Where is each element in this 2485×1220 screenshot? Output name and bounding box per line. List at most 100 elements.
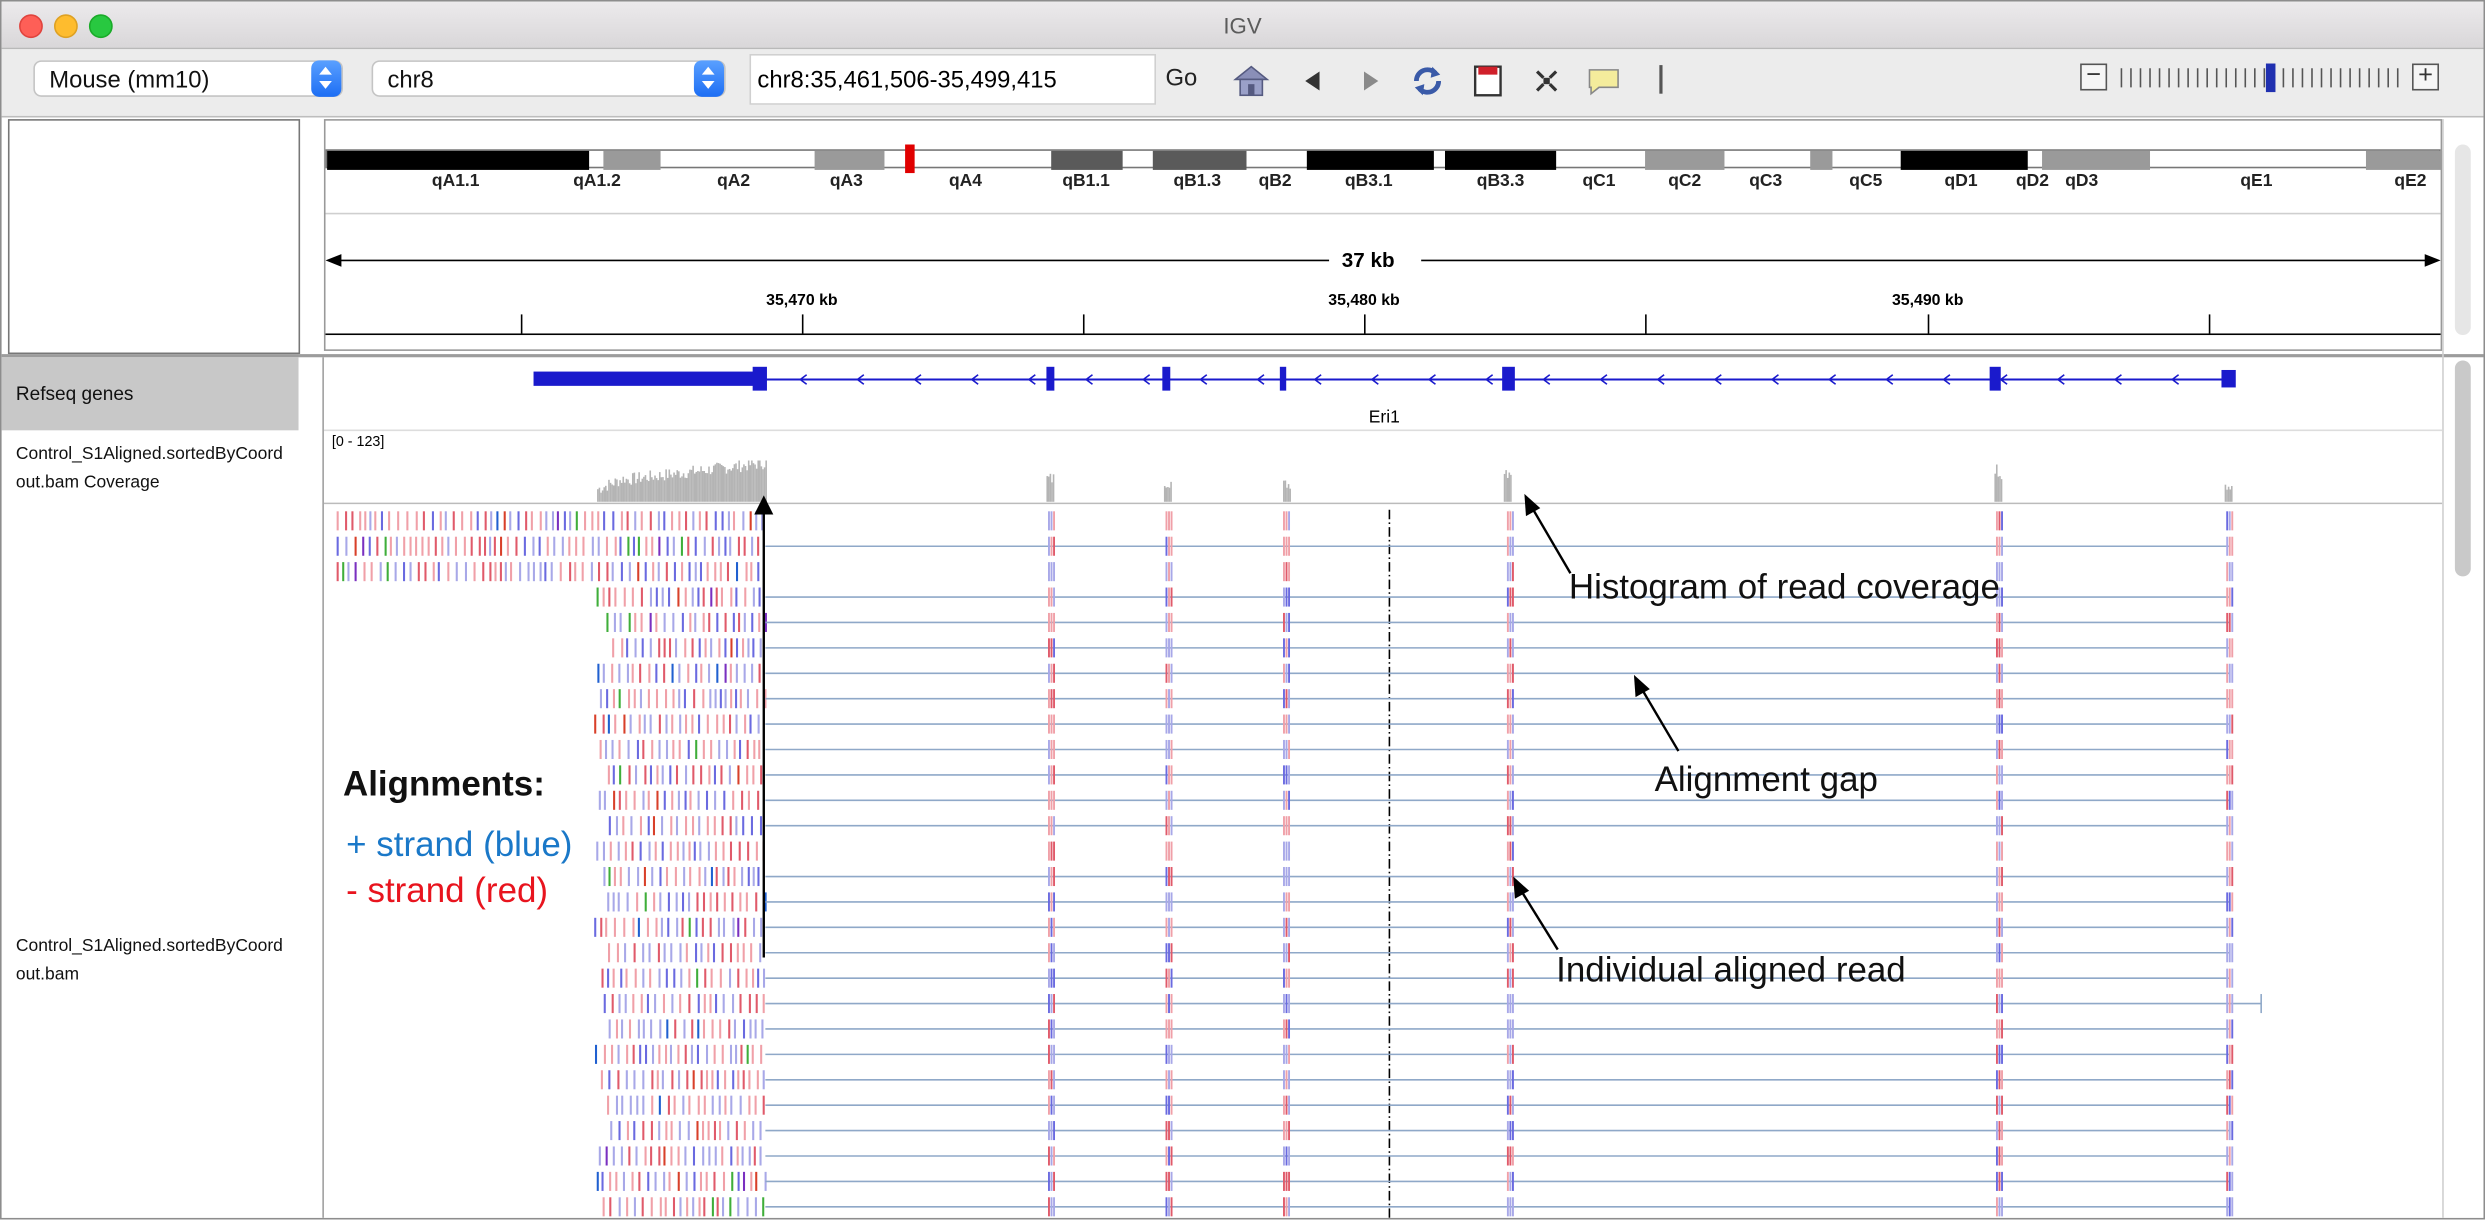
header-scrollbar[interactable] bbox=[2454, 144, 2471, 336]
bam-track-name-line1: Control_S1Aligned.sortedByCoord bbox=[15, 936, 283, 956]
cytoband bbox=[1152, 150, 1247, 170]
toolbar-separator bbox=[1659, 65, 1663, 94]
chromosome-ideogram[interactable] bbox=[325, 144, 2443, 174]
close-window-button[interactable] bbox=[19, 14, 43, 39]
cytoband-label: qA4 bbox=[948, 171, 982, 191]
ruler-tick bbox=[1927, 314, 1930, 334]
zoom-slider[interactable] bbox=[2115, 62, 2401, 94]
header-name-panel bbox=[7, 119, 301, 355]
cytoband-label: qA2 bbox=[717, 171, 751, 191]
ruler-span-label: 37 kb bbox=[1341, 247, 1395, 272]
cytoband bbox=[2365, 150, 2443, 170]
title-bar: IGV bbox=[1, 1, 2484, 50]
current-region-marker bbox=[905, 144, 915, 174]
cytoband-label: qC3 bbox=[1749, 171, 1783, 191]
ideogram-divider bbox=[325, 212, 2441, 215]
cytoband bbox=[2042, 150, 2151, 170]
minus-strand-legend: - strand (red) bbox=[346, 870, 549, 910]
cytoband bbox=[814, 150, 885, 170]
back-arrow-icon[interactable] bbox=[1294, 62, 1332, 100]
ruler-tick bbox=[520, 314, 523, 334]
header-panel: qA1.1 qA1.2 qA2 qA3 qA4 qB1.1 qB1.3 qB2 qB3.1 qB3… bbox=[323, 119, 2443, 351]
plus-strand-legend: + strand (blue) bbox=[346, 824, 573, 864]
genome-select-value: Mouse (mm10) bbox=[49, 66, 210, 94]
window-title: IGV bbox=[1223, 12, 1262, 39]
cytoband-label: qE1 bbox=[2240, 171, 2273, 191]
coverage-track-name-line2: out.bam Coverage bbox=[15, 473, 160, 493]
ruler-tick bbox=[2208, 314, 2211, 334]
chromosome-select[interactable]: chr8 bbox=[371, 60, 726, 97]
cytoband-label: qE2 bbox=[2394, 171, 2427, 191]
cytoband-label: qB3.1 bbox=[1344, 171, 1393, 191]
zoom-in-button[interactable]: + bbox=[2412, 63, 2440, 91]
cytoband bbox=[1444, 150, 1557, 170]
cytoband-label: qC2 bbox=[1668, 171, 1702, 191]
cytoband bbox=[1645, 150, 1725, 170]
cytoband bbox=[1810, 150, 1833, 170]
individual-read-annotation: Individual aligned read bbox=[1556, 949, 1906, 990]
cytoband-label: qA3 bbox=[829, 171, 863, 191]
ruler-tick-label: 35,480 kb bbox=[1328, 292, 1400, 310]
ruler-tick-label: 35,490 kb bbox=[1891, 292, 1964, 310]
roi-icon[interactable] bbox=[1469, 62, 1507, 100]
toolbar: Mouse (mm10) chr8 chr8:35,461,506-35,499… bbox=[1, 49, 2484, 118]
cytoband-label: qD1 bbox=[1944, 171, 1978, 191]
cytoband-label: qD2 bbox=[2016, 171, 2050, 191]
cytoband-label: qB2 bbox=[1258, 171, 1292, 191]
alignment-reads[interactable] bbox=[336, 509, 2262, 1218]
alignment-gap-annotation: Alignment gap bbox=[1654, 759, 1878, 799]
ruler-tick bbox=[1364, 314, 1366, 334]
forward-arrow-icon[interactable] bbox=[1351, 62, 1389, 100]
cytoband-label: qB3.3 bbox=[1476, 171, 1525, 191]
ruler-tick-label: 35,470 kb bbox=[766, 292, 838, 310]
refresh-icon[interactable] bbox=[1408, 62, 1446, 100]
cytoband bbox=[327, 150, 590, 170]
locus-input[interactable]: chr8:35,461,506-35,499,415 bbox=[749, 53, 1156, 105]
coverage-track-name-line1: Control_S1Aligned.sortedByCoord bbox=[15, 444, 283, 464]
cytoband bbox=[1306, 150, 1434, 170]
ruler-baseline bbox=[325, 333, 2441, 336]
zoom-window-button[interactable] bbox=[88, 14, 113, 39]
data-panel-right-divider bbox=[2442, 119, 2444, 1218]
bam-track-name-line2: out.bam bbox=[15, 965, 79, 985]
cytoband bbox=[603, 150, 661, 170]
refseq-track-name: Refseq genes bbox=[15, 382, 134, 405]
chevron-updown-icon bbox=[311, 60, 342, 97]
ruler-span-arrow bbox=[325, 254, 2441, 267]
gene-model-eri1[interactable] bbox=[533, 366, 2236, 391]
genome-select[interactable]: Mouse (mm10) bbox=[33, 60, 343, 97]
zoom-out-button[interactable]: − bbox=[2080, 63, 2108, 91]
cytoband-label: qA1.2 bbox=[573, 171, 621, 191]
ruler-tick bbox=[801, 314, 804, 334]
resize-icon[interactable] bbox=[1528, 62, 1566, 100]
cytoband-label: qB1.3 bbox=[1173, 171, 1222, 191]
coverage-histogram[interactable] bbox=[597, 460, 2233, 502]
ruler-tick bbox=[1082, 314, 1085, 334]
cytoband-label: qC1 bbox=[1582, 171, 1616, 191]
histogram-annotation: Histogram of read coverage bbox=[1568, 566, 2000, 607]
coverage-range-label: [0 - 123] bbox=[331, 433, 385, 450]
gene-name-label: Eri1 bbox=[1368, 408, 1400, 428]
cytoband-label: qB1.1 bbox=[1062, 171, 1110, 191]
cytoband-label: qA1.1 bbox=[431, 171, 480, 191]
header-bottom-divider bbox=[1, 354, 2484, 358]
ruler-tick bbox=[1645, 314, 1647, 334]
tracks-scrollbar[interactable] bbox=[2454, 360, 2471, 577]
chromosome-select-value: chr8 bbox=[387, 66, 434, 94]
refseq-track-name-panel[interactable]: Refseq genes bbox=[1, 357, 299, 431]
cytoband bbox=[1051, 150, 1123, 170]
alignments-title: Alignments: bbox=[342, 763, 545, 804]
cytoband bbox=[1900, 150, 2028, 170]
bam-track-name-panel[interactable]: Control_S1Aligned.sortedByCoord out.bam bbox=[2, 932, 304, 992]
name-panel-divider bbox=[322, 357, 324, 1218]
track-data-area[interactable] bbox=[323, 357, 2443, 1218]
minimize-window-button[interactable] bbox=[53, 14, 78, 39]
home-icon[interactable] bbox=[1232, 62, 1270, 100]
chevron-updown-icon bbox=[693, 60, 725, 97]
go-button[interactable]: Go bbox=[1165, 65, 1198, 93]
coverage-track-name-panel[interactable]: Control_S1Aligned.sortedByCoord out.bam … bbox=[2, 440, 304, 500]
cytoband-label: qC5 bbox=[1849, 171, 1883, 191]
popup-text-icon[interactable] bbox=[1585, 62, 1623, 100]
cytoband-label: qD3 bbox=[2065, 171, 2099, 191]
